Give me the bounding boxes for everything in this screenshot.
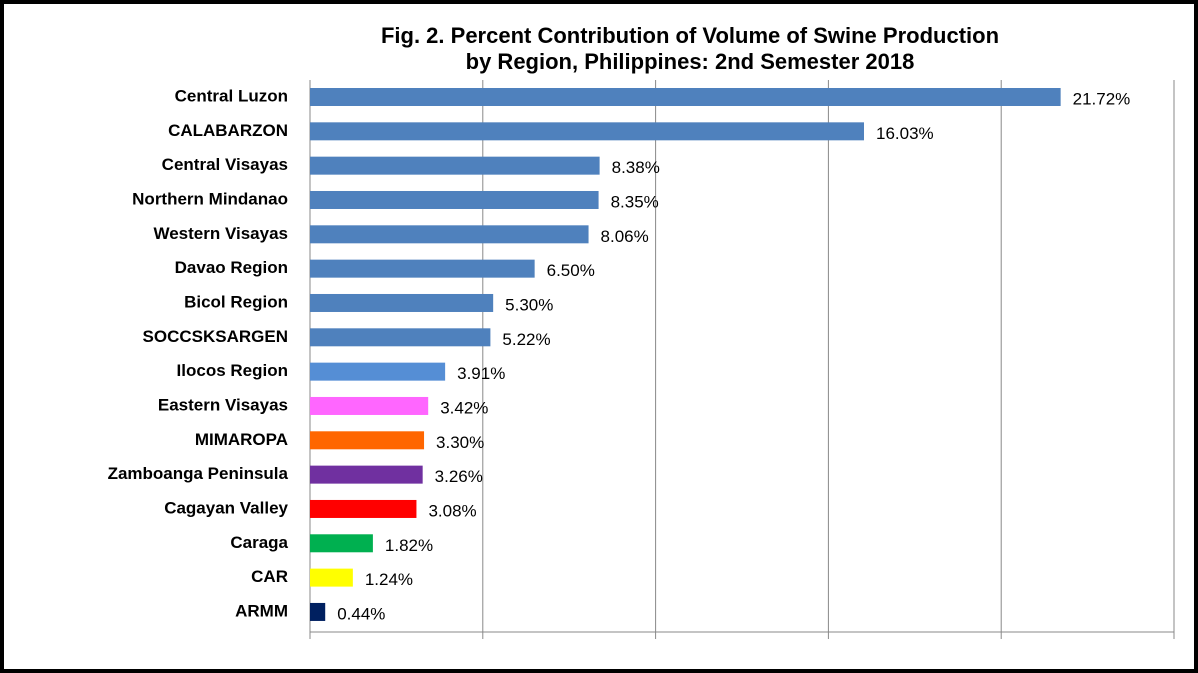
value-label: 5.22%	[502, 330, 550, 349]
y-tick-label: SOCCSKSARGEN	[143, 327, 288, 346]
value-label: 1.82%	[385, 536, 433, 555]
bar	[310, 431, 425, 450]
y-tick-label: Zamboanga Peninsula	[108, 464, 289, 483]
bar	[310, 293, 494, 312]
bar	[310, 122, 864, 141]
bar	[310, 499, 417, 518]
value-label: 16.03%	[876, 124, 934, 143]
chart-title: by Region, Philippines: 2nd Semester 201…	[466, 49, 915, 74]
value-label: 0.44%	[337, 604, 385, 623]
value-label: 3.91%	[457, 364, 505, 383]
y-tick-label: Northern Mindanao	[132, 189, 288, 208]
y-tick-label: Ilocos Region	[177, 361, 288, 380]
bar	[310, 190, 599, 209]
chart-title: Fig. 2. Percent Contribution of Volume o…	[381, 23, 999, 48]
y-tick-label: Eastern Visayas	[158, 395, 288, 414]
y-tick-label: Davao Region	[175, 258, 288, 277]
bar	[310, 259, 535, 278]
value-label: 1.24%	[365, 570, 413, 589]
bar	[310, 156, 600, 175]
value-label: 21.72%	[1073, 89, 1131, 108]
bar	[310, 328, 491, 347]
y-tick-label: Cagayan Valley	[164, 498, 288, 517]
y-tick-label: ARMM	[235, 601, 288, 620]
value-label: 8.06%	[601, 227, 649, 246]
value-label: 3.42%	[440, 398, 488, 417]
bar	[310, 225, 589, 244]
y-tick-label: Western Visayas	[153, 224, 288, 243]
y-tick-label: Central Visayas	[162, 155, 288, 174]
y-tick-label: CALABARZON	[168, 121, 288, 140]
value-label: 5.30%	[505, 295, 553, 314]
bar	[310, 88, 1061, 106]
y-tick-label: MIMAROPA	[195, 430, 288, 449]
value-label: 8.38%	[612, 158, 660, 177]
value-label: 3.08%	[428, 501, 476, 520]
value-label: 6.50%	[547, 261, 595, 280]
y-tick-label: Central Luzon	[175, 86, 288, 105]
value-label: 3.26%	[435, 467, 483, 486]
y-tick-label: Bicol Region	[184, 292, 288, 311]
y-tick-label: CAR	[251, 567, 288, 586]
bar	[310, 465, 423, 484]
value-label: 3.30%	[436, 433, 484, 452]
value-label: 8.35%	[611, 192, 659, 211]
bar	[310, 534, 373, 553]
bar	[310, 568, 353, 587]
bar	[310, 396, 429, 415]
y-tick-label: Caraga	[230, 533, 288, 552]
bar	[310, 602, 326, 621]
bar	[310, 362, 446, 381]
